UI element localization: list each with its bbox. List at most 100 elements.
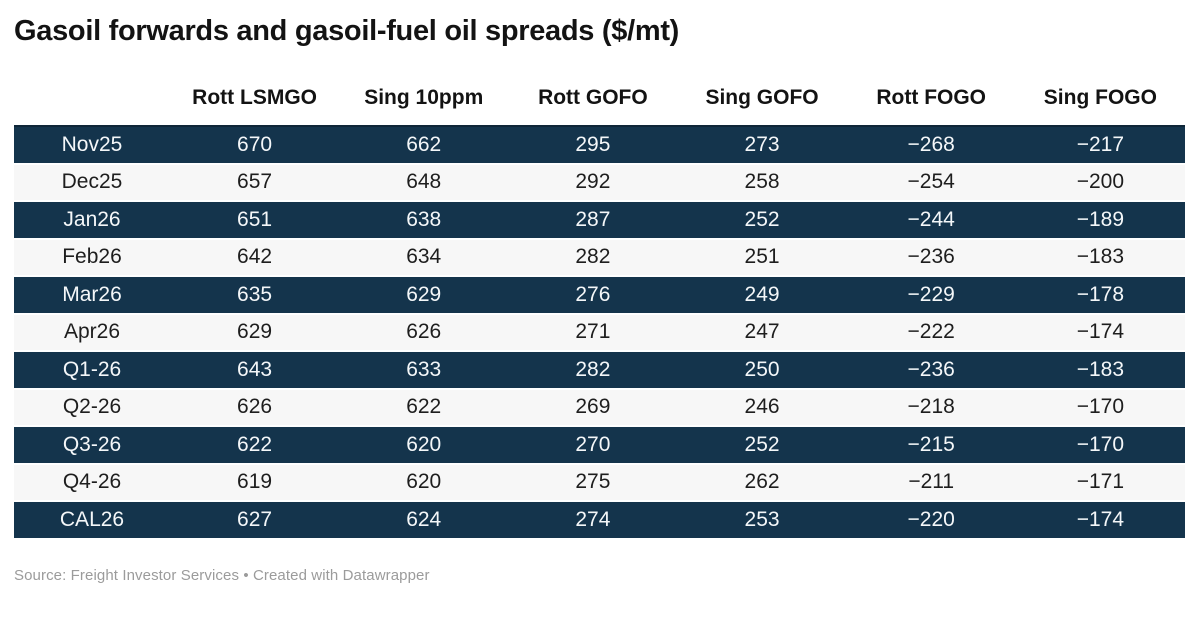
value-cell: −174 (1076, 507, 1125, 531)
table-row: CAL26 627 624 274 253 −220 −174 (14, 501, 1185, 539)
value-cell: −254 (907, 170, 955, 194)
value-cell: 662 (406, 132, 442, 156)
table-body: Nov25 670 662 295 273 −268 −217 Dec25 657 648 292 2… (14, 126, 1185, 539)
row-label-cell: Mar26 (62, 282, 122, 306)
value-cell: 635 (237, 282, 273, 306)
value-cell: −183 (1076, 357, 1125, 381)
value-cell: −211 (908, 470, 955, 494)
value-cell: −244 (907, 207, 955, 231)
value-cell: 643 (237, 357, 273, 381)
value-cell: 274 (575, 507, 611, 531)
table-row: Q2-26 626 622 269 246 −218 −170 (14, 388, 1185, 426)
value-cell: 250 (744, 357, 780, 381)
value-cell: 633 (406, 357, 442, 381)
value-cell: 648 (406, 170, 442, 194)
value-cell: 622 (237, 432, 273, 456)
value-cell: 620 (406, 470, 442, 494)
table-row: Q3-26 622 620 270 252 −215 −170 (14, 426, 1185, 464)
row-label-cell: Q1-26 (62, 357, 122, 381)
value-cell: −215 (907, 432, 955, 456)
value-cell: 276 (575, 282, 611, 306)
value-cell: −217 (1076, 132, 1125, 156)
row-label-cell: Dec25 (61, 170, 123, 194)
value-cell: −170 (1076, 395, 1125, 419)
value-cell: 651 (237, 207, 273, 231)
row-label-cell: Q3-26 (62, 432, 122, 456)
value-cell: 262 (744, 470, 780, 494)
column-header: Sing 10ppm (364, 86, 484, 109)
table-row: Q1-26 643 633 282 250 −236 −183 (14, 351, 1185, 389)
table-row: Jan26 651 638 287 252 −244 −189 (14, 201, 1185, 239)
value-cell: 271 (575, 320, 611, 344)
value-cell: 627 (237, 507, 273, 531)
table-row: Mar26 635 629 276 249 −229 −178 (14, 276, 1185, 314)
value-cell: 657 (237, 170, 273, 194)
value-cell: 620 (406, 432, 442, 456)
row-label-cell: Nov25 (61, 132, 123, 156)
value-cell: −170 (1076, 432, 1125, 456)
value-cell: 251 (744, 245, 780, 269)
value-cell: 638 (406, 207, 442, 231)
value-cell: −178 (1076, 282, 1125, 306)
value-cell: 252 (744, 207, 780, 231)
table-row: Feb26 642 634 282 251 −236 −183 (14, 238, 1185, 276)
row-label-cell: Apr26 (63, 320, 121, 344)
row-label-cell: Q4-26 (62, 470, 122, 494)
value-cell: 275 (575, 470, 611, 494)
value-cell: 622 (406, 395, 442, 419)
value-cell: 619 (237, 470, 273, 494)
header-row: Rott LSMGO Sing 10ppm Rott GOFO Sing GOFO Ro… (14, 86, 1185, 126)
value-cell: 247 (744, 320, 780, 344)
value-cell: −222 (907, 320, 955, 344)
table-row: Q4-26 619 620 275 262 −211 −171 (14, 463, 1185, 501)
row-label-cell: Q2-26 (62, 395, 122, 419)
row-label-column-header (14, 86, 170, 126)
value-cell: −200 (1076, 170, 1125, 194)
value-cell: −268 (907, 132, 955, 156)
table-row: Dec25 657 648 292 258 −254 −200 (14, 163, 1185, 201)
table-row: Nov25 670 662 295 273 −268 −217 (14, 126, 1185, 164)
value-cell: 246 (744, 395, 780, 419)
row-label-cell: CAL26 (59, 507, 125, 531)
value-cell: 269 (575, 395, 611, 419)
source-attribution: Source: Freight Investor Services • Crea… (14, 566, 430, 584)
data-table: Rott LSMGO Sing 10ppm Rott GOFO Sing GOFO Ro… (14, 86, 1185, 540)
value-cell: 258 (744, 170, 780, 194)
value-cell: 287 (575, 207, 611, 231)
value-cell: 626 (406, 320, 442, 344)
value-cell: −174 (1076, 320, 1125, 344)
table-row: Apr26 629 626 271 247 −222 −174 (14, 313, 1185, 351)
value-cell: −236 (907, 357, 955, 381)
value-cell: 273 (744, 132, 780, 156)
row-label-cell: Jan26 (63, 207, 121, 231)
value-cell: 292 (575, 170, 611, 194)
row-label-cell: Feb26 (62, 245, 122, 269)
value-cell: −183 (1076, 245, 1125, 269)
value-cell: −236 (907, 245, 955, 269)
column-header: Sing FOGO (1043, 86, 1157, 109)
value-cell: 629 (406, 282, 442, 306)
column-header: Rott FOGO (876, 86, 987, 109)
value-cell: 282 (575, 357, 611, 381)
value-cell: −220 (907, 507, 955, 531)
value-cell: 249 (744, 282, 780, 306)
value-cell: 270 (575, 432, 611, 456)
chart-title: Gasoil forwards and gasoil-fuel oil spre… (14, 15, 680, 47)
value-cell: 252 (744, 432, 780, 456)
column-header: Rott GOFO (538, 86, 648, 109)
column-header: Sing GOFO (705, 86, 819, 109)
value-cell: 253 (744, 507, 780, 531)
value-cell: −171 (1076, 470, 1125, 494)
value-cell: 626 (237, 395, 273, 419)
value-cell: −229 (907, 282, 955, 306)
value-cell: 629 (237, 320, 273, 344)
value-cell: 642 (237, 245, 273, 269)
value-cell: −189 (1076, 207, 1125, 231)
value-cell: −218 (907, 395, 955, 419)
column-header: Rott LSMGO (192, 86, 317, 109)
table-header: Rott LSMGO Sing 10ppm Rott GOFO Sing GOFO Ro… (14, 86, 1185, 126)
value-cell: 295 (575, 132, 611, 156)
chart-container: Gasoil forwards and gasoil-fuel oil spre… (14, 15, 1185, 584)
value-cell: 634 (406, 245, 442, 269)
value-cell: 282 (575, 245, 611, 269)
